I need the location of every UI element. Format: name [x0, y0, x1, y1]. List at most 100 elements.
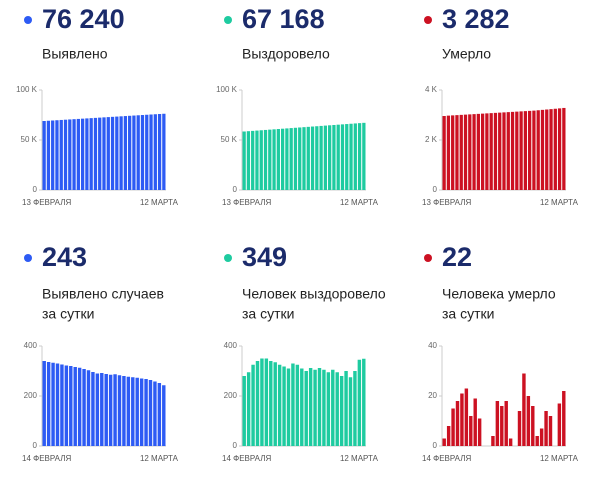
bar: [93, 117, 98, 190]
bar: [493, 112, 498, 190]
bar: [345, 124, 349, 190]
bar: [357, 359, 362, 446]
x-tick-label: 13 ФЕВРАЛЯ: [222, 198, 271, 207]
x-tick-label: 14 ФЕВРАЛЯ: [22, 454, 71, 463]
bar: [446, 115, 451, 190]
bar: [85, 118, 89, 190]
y-tick-label: 50 K: [221, 135, 238, 144]
bar: [348, 377, 353, 446]
bar: [139, 378, 144, 446]
bar: [285, 128, 289, 190]
bar: [545, 109, 549, 190]
bar: [510, 111, 515, 190]
bar: [315, 126, 319, 190]
bar: [100, 373, 104, 446]
bar: [42, 121, 46, 190]
headline-number: 76 240: [42, 4, 125, 34]
bar: [451, 115, 455, 190]
bar: [106, 117, 110, 190]
bar: [498, 112, 502, 190]
bar: [357, 123, 362, 190]
bullet: [24, 254, 32, 262]
y-tick-label: 100 K: [216, 85, 238, 94]
bar: [495, 401, 500, 446]
metric-label: за сутки: [42, 306, 94, 322]
bar: [302, 127, 306, 190]
bar: [55, 120, 59, 190]
bar: [535, 436, 539, 446]
bar: [502, 112, 506, 190]
bar: [531, 406, 535, 446]
bar: [540, 109, 545, 190]
bar: [119, 116, 123, 190]
bar: [68, 119, 72, 190]
bar: [263, 129, 268, 190]
bar: [544, 411, 548, 446]
bar: [148, 380, 153, 446]
y-tick-label: 0: [433, 185, 438, 194]
bar: [485, 113, 489, 190]
bar: [536, 110, 540, 190]
bar: [242, 131, 246, 190]
bar: [117, 375, 122, 446]
bar: [255, 361, 260, 446]
metric-label: Выздоровело: [242, 46, 330, 62]
bar: [46, 120, 51, 190]
bar: [76, 118, 80, 190]
y-tick-label: 0: [433, 441, 438, 450]
bar: [455, 115, 459, 190]
bar: [122, 376, 126, 446]
bar: [489, 113, 493, 190]
bar: [304, 371, 308, 446]
bar: [506, 112, 510, 190]
bar: [86, 370, 91, 446]
bar: [115, 116, 119, 190]
bar: [251, 130, 255, 190]
bar: [64, 365, 69, 446]
bar: [362, 358, 366, 446]
bar: [55, 363, 60, 446]
y-tick-label: 100 K: [16, 85, 38, 94]
bar: [557, 403, 562, 446]
bullet: [424, 254, 432, 262]
bar: [246, 372, 251, 446]
bar: [562, 391, 566, 446]
bar: [306, 126, 310, 190]
bar: [313, 369, 317, 446]
bar: [477, 418, 482, 446]
y-tick-label: 0: [33, 185, 38, 194]
bar: [317, 368, 322, 446]
bar: [323, 125, 328, 190]
x-tick-label: 12 МАРТА: [140, 198, 179, 207]
x-tick-label: 12 МАРТА: [140, 454, 179, 463]
y-tick-label: 4 K: [425, 85, 438, 94]
bar: [548, 416, 553, 446]
bar: [319, 125, 323, 190]
bar: [344, 371, 348, 446]
bar: [308, 368, 313, 446]
bar: [332, 124, 336, 190]
bar: [260, 358, 264, 446]
bar: [277, 364, 282, 446]
bar: [298, 127, 302, 190]
bar: [126, 376, 131, 446]
bar: [515, 111, 519, 190]
bar: [336, 124, 340, 190]
bar: [291, 363, 295, 446]
bar: [131, 377, 135, 446]
bar: [517, 411, 522, 446]
bar: [539, 428, 544, 446]
bar: [276, 129, 280, 190]
bar: [353, 123, 357, 190]
y-tick-label: 0: [233, 185, 238, 194]
bar: [72, 119, 76, 190]
x-tick-label: 12 МАРТА: [340, 198, 379, 207]
bar: [532, 110, 536, 190]
x-tick-label: 12 МАРТА: [540, 198, 579, 207]
headline-number: 243: [42, 242, 87, 272]
bar: [264, 358, 269, 446]
y-tick-label: 20: [428, 391, 437, 400]
bar: [77, 367, 82, 446]
bar: [322, 369, 326, 446]
